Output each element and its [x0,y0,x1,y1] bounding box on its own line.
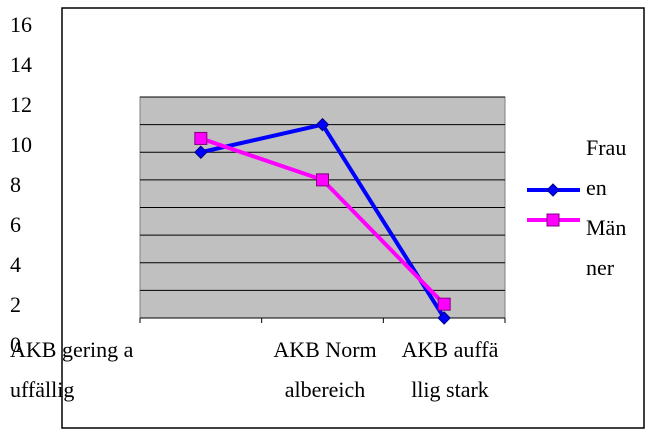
x-tick-label: AKB gering auffällig [10,337,134,402]
y-tick-label: 2 [10,292,21,317]
legend-label: Frauen [586,135,627,200]
y-tick-label: 12 [10,92,32,117]
marker [194,131,208,145]
y-tick-label: 14 [10,52,32,77]
legend-marker [546,213,560,227]
x-tick-label: AKB auffällig stark [401,337,499,402]
y-tick-label: 8 [10,172,21,197]
x-tick-label: AKB Normalbereich [273,337,377,402]
legend-label: Männer [586,215,627,280]
marker [437,297,451,311]
y-tick-label: 10 [10,132,32,157]
marker [316,173,329,187]
y-tick-label: 6 [10,212,21,237]
legend-marker [546,183,560,197]
y-tick-label: 4 [10,252,21,277]
y-tick-label: 0 [10,332,21,357]
marker [315,117,330,132]
marker [194,145,208,159]
y-tick-label: 16 [10,12,32,37]
marker [437,311,451,325]
chart-frame [61,7,645,429]
